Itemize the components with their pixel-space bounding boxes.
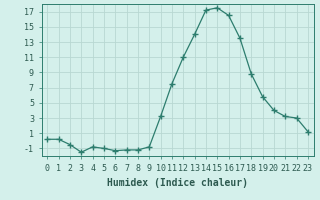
X-axis label: Humidex (Indice chaleur): Humidex (Indice chaleur) [107,178,248,188]
